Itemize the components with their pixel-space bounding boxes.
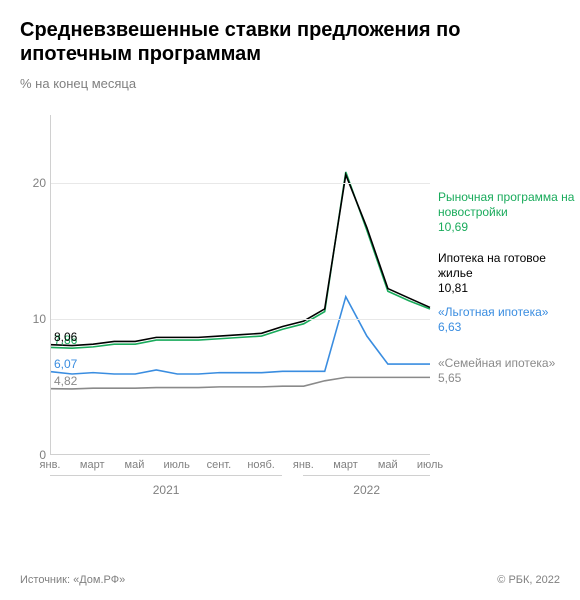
x-month-label: июль (417, 459, 443, 471)
series-start-value-family: 4,82 (54, 374, 77, 388)
chart-subtitle: % на конец месяца (20, 76, 560, 91)
x-month-label: янв. (40, 459, 61, 471)
y-tick-label: 10 (20, 312, 46, 326)
x-year-label: 2022 (353, 483, 380, 497)
x-month-label: июль (164, 459, 190, 471)
y-tick-label: 20 (20, 176, 46, 190)
legend-value: 10,69 (438, 220, 580, 235)
series-line-market_new (51, 172, 430, 348)
series-start-value-preferential: 6,07 (54, 357, 77, 371)
year-divider (50, 475, 282, 476)
gridline (51, 183, 430, 184)
chart-title: Средневзвешенные ставки предложения по и… (20, 18, 560, 66)
x-month-label: май (125, 459, 145, 471)
year-divider (303, 475, 430, 476)
copyright-text: © РБК, 2022 (497, 574, 560, 586)
chart-area: Рыночная программа на новостройки10,69Ип… (20, 115, 560, 515)
legend-item-market_new: Рыночная программа на новостройки10,69 (438, 190, 580, 235)
source-text: Источник: «Дом.РФ» (20, 574, 125, 586)
series-start-value-secondary: 8,06 (54, 330, 77, 344)
legend-item-family: «Семейная ипотека»5,65 (438, 356, 555, 386)
footer: Источник: «Дом.РФ» © РБК, 2022 (20, 574, 560, 586)
legend-value: 5,65 (438, 371, 555, 386)
x-month-label: май (378, 459, 398, 471)
x-month-label: март (333, 459, 358, 471)
legend-item-preferential: «Льготная ипотека»6,63 (438, 305, 548, 335)
legend-value: 6,63 (438, 320, 548, 335)
x-month-label: нояб. (247, 459, 275, 471)
plot-region (50, 115, 430, 455)
legend-label: «Льготная ипотека» (438, 305, 548, 320)
legend-value: 10,81 (438, 281, 580, 296)
legend-label: Рыночная программа на новостройки (438, 190, 580, 220)
x-month-label: сент. (207, 459, 232, 471)
legend-label: Ипотека на готовое жилье (438, 251, 580, 281)
x-month-label: янв. (293, 459, 314, 471)
legend-label: «Семейная ипотека» (438, 356, 555, 371)
gridline (51, 319, 430, 320)
legend-item-secondary: Ипотека на готовое жилье10,81 (438, 251, 580, 296)
lines-svg (51, 115, 430, 454)
x-year-label: 2021 (153, 483, 180, 497)
series-line-family (51, 377, 430, 389)
x-month-label: март (80, 459, 105, 471)
